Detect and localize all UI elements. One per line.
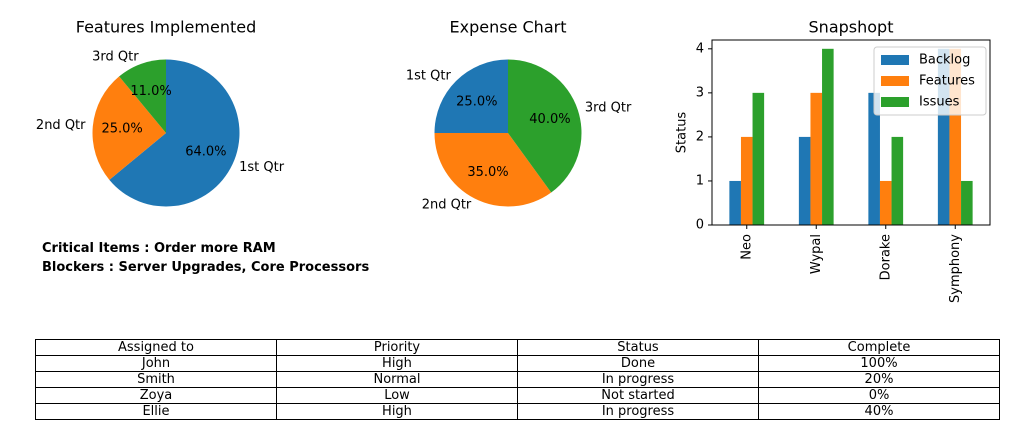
bar-issues <box>753 93 765 225</box>
y-axis-label: Status <box>675 112 690 154</box>
pie2-category-label: 1st Qtr <box>406 68 452 83</box>
x-tick-label: Wypal <box>809 234 824 274</box>
x-tick-label: Dorake <box>878 234 893 280</box>
table-cell: Low <box>277 388 518 404</box>
bar-issues <box>822 49 834 225</box>
table-row: Zoya Low Not started 0% <box>36 388 1000 404</box>
table-cell: 40% <box>759 404 1000 420</box>
bar-features <box>810 93 822 225</box>
pie1-category-label: 2nd Qtr <box>36 118 86 133</box>
pie1-value-label: 11.0% <box>130 84 171 99</box>
x-tick-label: Symphony <box>948 234 963 303</box>
table-cell: Ellie <box>36 404 277 420</box>
y-tick-label: 2 <box>696 129 704 144</box>
pie1-value-label: 64.0% <box>185 144 226 159</box>
table-cell: 0% <box>759 388 1000 404</box>
table-header-row: Assigned to Priority Status Complete <box>36 340 1000 356</box>
y-tick-label: 3 <box>696 85 704 100</box>
table-row: Ellie High In progress 40% <box>36 404 1000 420</box>
bar-chart-title: Snapshopt <box>809 18 894 37</box>
pie1-value-label: 25.0% <box>101 121 142 136</box>
table-cell: In progress <box>518 372 759 388</box>
table-header-cell: Status <box>518 340 759 356</box>
pie1-category-label: 3rd Qtr <box>92 49 139 64</box>
legend-label: Features <box>919 74 975 89</box>
assignment-table: Assigned to Priority Status Complete Joh… <box>35 339 1000 420</box>
pie1-category-label: 1st Qtr <box>239 160 285 175</box>
table-cell: Zoya <box>36 388 277 404</box>
table-cell: High <box>277 356 518 372</box>
table-row: Smith Normal In progress 20% <box>36 372 1000 388</box>
x-tick-label: Neo <box>739 234 754 260</box>
y-tick-label: 0 <box>696 218 704 233</box>
legend-label: Backlog <box>919 53 970 68</box>
table-cell: 20% <box>759 372 1000 388</box>
blockers-note: Blockers : Server Upgrades, Core Process… <box>42 260 369 275</box>
table-header-cell: Priority <box>277 340 518 356</box>
table-cell: In progress <box>518 404 759 420</box>
bar-backlog <box>799 137 811 225</box>
table-cell: Normal <box>277 372 518 388</box>
y-tick-label: 1 <box>696 173 704 188</box>
pie1-title: Features Implemented <box>76 18 256 37</box>
critical-items-note: Critical Items : Order more RAM <box>42 241 276 256</box>
y-tick-label: 4 <box>696 41 704 56</box>
legend-label: Issues <box>919 95 960 110</box>
bar-features <box>880 181 892 225</box>
bar-features <box>741 137 753 225</box>
table-cell: John <box>36 356 277 372</box>
pie2-category-label: 2nd Qtr <box>422 198 472 213</box>
pie2-title: Expense Chart <box>450 18 567 37</box>
bar-issues <box>961 181 973 225</box>
table-header-cell: Complete <box>759 340 1000 356</box>
table-row: John High Done 100% <box>36 356 1000 372</box>
bar-backlog <box>729 181 741 225</box>
table-header-cell: Assigned to <box>36 340 277 356</box>
legend-swatch <box>881 55 909 65</box>
table-cell: Smith <box>36 372 277 388</box>
legend-swatch <box>881 97 909 107</box>
pie2-value-label: 40.0% <box>529 112 570 127</box>
legend-swatch <box>881 76 909 86</box>
pie2-value-label: 25.0% <box>456 94 497 109</box>
pie2-value-label: 35.0% <box>467 165 508 180</box>
bar-issues <box>892 137 904 225</box>
table-cell: Not started <box>518 388 759 404</box>
table-cell: Done <box>518 356 759 372</box>
table-cell: High <box>277 404 518 420</box>
pie2-category-label: 3rd Qtr <box>585 101 632 116</box>
table-cell: 100% <box>759 356 1000 372</box>
